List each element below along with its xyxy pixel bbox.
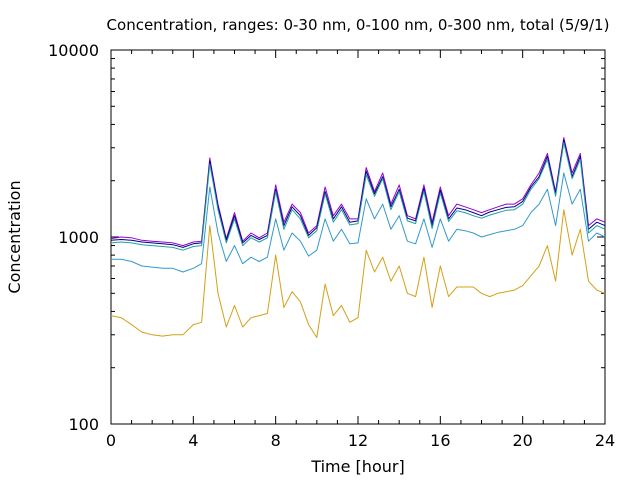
series-line-3 xyxy=(110,142,606,251)
x-tick-label: 12 xyxy=(348,431,368,450)
x-tick-label: 20 xyxy=(512,431,532,450)
axis-ticks xyxy=(110,49,606,425)
x-tick-label: 16 xyxy=(430,431,450,450)
chart-title: Concentration, ranges: 0-30 nm, 0-100 nm… xyxy=(107,16,610,34)
y-tick-label: 10000 xyxy=(48,41,99,60)
x-tick-label: 8 xyxy=(271,431,281,450)
x-tick-label: 4 xyxy=(188,431,198,450)
series-line-1 xyxy=(110,137,606,247)
y-tick-label: 1000 xyxy=(58,228,99,247)
y-tick-label: 100 xyxy=(68,415,99,434)
series-line-2 xyxy=(110,139,606,248)
tick-labels: 0 4 8 12 16 20 24 100 1000 10000 xyxy=(48,41,615,450)
series-line-4 xyxy=(111,172,606,273)
x-tick-label: 0 xyxy=(106,431,116,450)
series-group xyxy=(110,137,606,338)
x-tick-label: 24 xyxy=(595,431,615,450)
plot-frame xyxy=(110,49,606,425)
series-line-5 xyxy=(110,209,606,338)
y-axis-title: Concentration xyxy=(5,180,24,293)
x-axis-title: Time [hour] xyxy=(310,457,404,476)
